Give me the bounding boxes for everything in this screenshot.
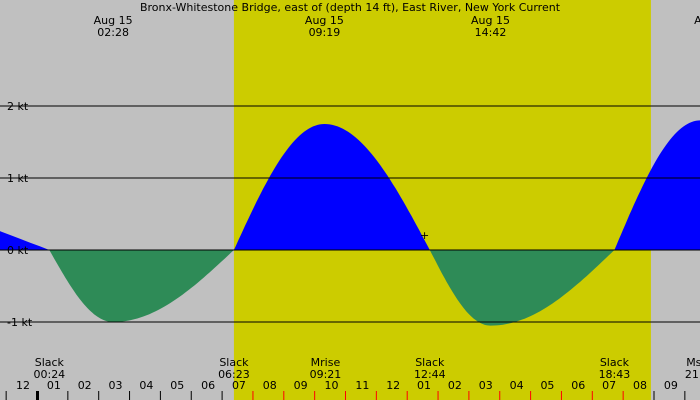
midnight-marker bbox=[36, 391, 39, 400]
bottom-event-name: Slack bbox=[600, 356, 630, 369]
y-tick-label: -1 kt bbox=[7, 316, 33, 329]
top-date-label: Aug bbox=[694, 14, 700, 27]
bottom-event-time: 06:23 bbox=[218, 368, 250, 381]
gridlines bbox=[0, 105, 700, 323]
hour-tick-label: 09 bbox=[294, 379, 308, 392]
current-areas bbox=[0, 120, 700, 326]
hour-tick-label: 09 bbox=[664, 379, 678, 392]
bottom-event-labels: Slack00:24Slack06:23Mrise09:21Slack12:44… bbox=[33, 356, 700, 381]
hour-tick-label: 04 bbox=[510, 379, 524, 392]
bottom-event-time: 09:21 bbox=[310, 368, 342, 381]
top-time-label: 09:19 bbox=[309, 26, 341, 39]
flood-area bbox=[233, 124, 430, 250]
hour-tick-label: 05 bbox=[540, 379, 554, 392]
bottom-event-name: Slack bbox=[35, 356, 65, 369]
y-axis-labels: 2 kt 1 kt 0 kt -1 kt bbox=[7, 100, 33, 329]
hour-ticks: 1112010203040506070809101112010203040506… bbox=[5, 379, 686, 400]
bottom-event-time: 00:24 bbox=[33, 368, 65, 381]
flood-area bbox=[614, 120, 700, 250]
hour-tick-label: 06 bbox=[571, 379, 585, 392]
bottom-event-name: Slack bbox=[415, 356, 445, 369]
bottom-event-time: 18:43 bbox=[599, 368, 631, 381]
hour-tick-label: 11 bbox=[355, 379, 369, 392]
chart-title: Bronx-Whitestone Bridge, east of (depth … bbox=[140, 1, 561, 14]
hour-tick-label: 12 bbox=[386, 379, 400, 392]
flood-area bbox=[0, 231, 50, 250]
bottom-event-name: Mse bbox=[686, 356, 700, 369]
bottom-event-time: 21:1 bbox=[685, 368, 700, 381]
y-tick-label: 2 kt bbox=[7, 100, 29, 113]
hour-tick-label: 05 bbox=[170, 379, 184, 392]
hour-tick-label: 01 bbox=[417, 379, 431, 392]
hour-tick-label: 03 bbox=[479, 379, 493, 392]
hour-tick-label: 07 bbox=[602, 379, 616, 392]
hour-tick-label: 08 bbox=[633, 379, 647, 392]
cursor-marker: + bbox=[420, 229, 429, 242]
y-tick-label: 0 kt bbox=[7, 244, 29, 257]
hour-tick-label: 04 bbox=[139, 379, 153, 392]
hour-tick-label: 01 bbox=[47, 379, 61, 392]
top-date-label: Aug 15 bbox=[94, 14, 133, 27]
top-time-label: 14:42 bbox=[475, 26, 507, 39]
hour-tick-label: 02 bbox=[78, 379, 92, 392]
y-tick-label: 1 kt bbox=[7, 172, 29, 185]
ebb-area bbox=[429, 250, 615, 326]
bottom-event-name: Mrise bbox=[311, 356, 341, 369]
hour-tick-label: 03 bbox=[109, 379, 123, 392]
top-date-label: Aug 15 bbox=[471, 14, 510, 27]
bottom-event-time: 12:44 bbox=[414, 368, 446, 381]
bottom-event-name: Slack bbox=[219, 356, 249, 369]
hour-tick-label: 07 bbox=[232, 379, 246, 392]
ebb-area bbox=[49, 250, 234, 322]
hour-tick-label: 06 bbox=[201, 379, 215, 392]
hour-tick-label: 10 bbox=[325, 379, 339, 392]
hour-tick-label: 02 bbox=[448, 379, 462, 392]
top-time-label: 02:28 bbox=[97, 26, 129, 39]
top-date-label: Aug 15 bbox=[305, 14, 344, 27]
hour-tick-label: 08 bbox=[263, 379, 277, 392]
hour-tick-label: 12 bbox=[16, 379, 30, 392]
